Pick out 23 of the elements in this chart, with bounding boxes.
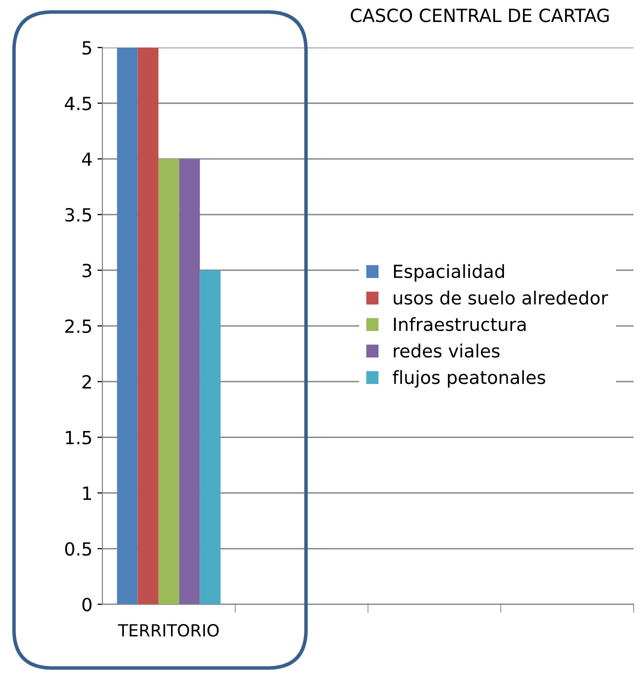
- x-tick-label: TERRITORIO: [118, 624, 219, 637]
- legend-label: usos de suelo alrededor: [394, 290, 608, 305]
- y-tick-label: 3.5: [65, 208, 92, 222]
- chart-title: CASCO CENTRAL DE CARTAG: [350, 8, 609, 22]
- y-tick-label: 5: [82, 41, 92, 55]
- legend-label: redes viales: [394, 344, 500, 358]
- y-tick-label: 4: [82, 152, 92, 166]
- y-tick-label: 0.5: [65, 542, 92, 556]
- legend-label: Infraestructura: [394, 317, 526, 332]
- bar: [117, 48, 138, 604]
- legend-label: flujos peatonales: [392, 370, 546, 388]
- bar: [179, 158, 200, 604]
- legend-label: Espacialidad: [394, 264, 504, 282]
- bar: [200, 270, 221, 604]
- y-tick-label: 2: [82, 375, 91, 388]
- y-tick-label: 3: [82, 264, 92, 278]
- y-tick-label: 1.5: [66, 430, 92, 444]
- y-tick-label: 1: [83, 486, 92, 500]
- bar: [158, 158, 180, 604]
- y-tick-label: 4.5: [64, 96, 92, 110]
- y-tick-label: 0: [82, 598, 92, 612]
- bar: [138, 48, 158, 604]
- y-tick-label: 2.5: [65, 319, 92, 334]
